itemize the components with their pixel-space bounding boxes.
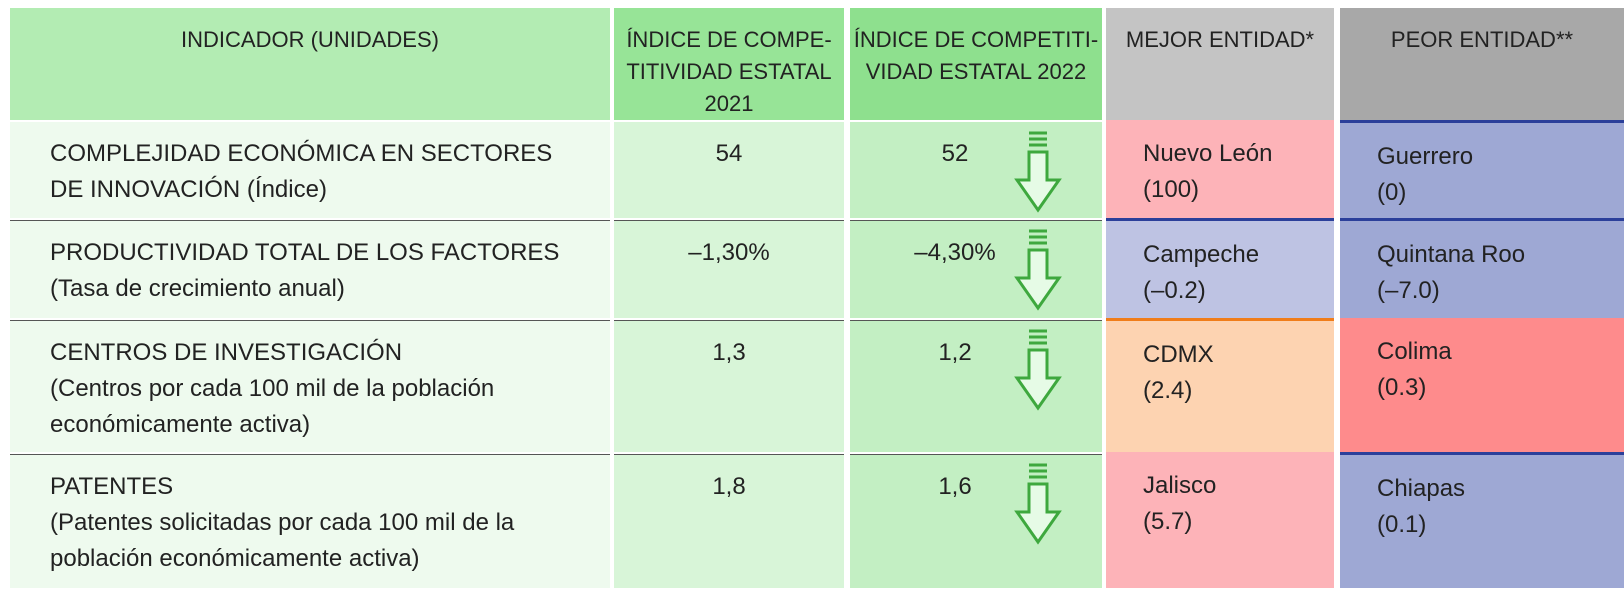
header-cell: INDICADOR (UNIDADES) [10,8,610,120]
header-cell: ÍNDICE DE COMPETITI- VIDAD ESTATAL 2022 [850,8,1102,120]
worst-name: Quintana Roo [1377,241,1526,268]
value-cell: 1,6 [850,454,1102,588]
value-2021: 1,8 [712,473,746,500]
header-text: 2021 [704,91,754,116]
down-arrow [1014,329,1062,411]
indicator-text: PRODUCTIVIDAD TOTAL DE LOS FACTORES [50,239,560,266]
value-cell: 54 [614,122,844,218]
worst-value: (0) [1377,179,1407,206]
indicator-cell: PRODUCTIVIDAD TOTAL DE LOS FACTORES (Tasa… [10,220,610,318]
value-cell: –1,30% [614,220,844,318]
header-text: ÍNDICE DE COMPE- [626,27,832,52]
worst-cell: Quintana Roo (–7.0) [1340,218,1624,318]
header-text: PEOR ENTIDAD** [1390,27,1574,52]
indicator-text: (Tasa de crecimiento anual) [50,275,345,302]
worst-name: Colima [1377,338,1452,365]
value-2022: 1,6 [938,473,972,500]
value-cell: 1,8 [614,454,844,588]
header-cell: PEOR ENTIDAD** [1340,8,1624,120]
best-value: (–0.2) [1143,277,1206,304]
worst-value: (0.1) [1377,511,1427,538]
header-cell: MEJOR ENTIDAD* [1106,8,1334,120]
worst-value: (–7.0) [1377,277,1440,304]
header-text: TITIVIDAD ESTATAL [626,59,832,84]
worst-cell: Colima (0.3) [1340,318,1624,452]
down-arrow [1014,463,1062,545]
down-arrow [1014,229,1062,311]
value-2022: 1,2 [938,339,972,366]
down-arrow [1014,131,1062,213]
header-cell: ÍNDICE DE COMPE- TITIVIDAD ESTATAL 2021 [614,8,844,120]
worst-cell: Guerrero (0) [1340,120,1624,218]
indicator-text: económicamente activa) [50,411,311,438]
best-cell: Nuevo León (100) [1106,120,1334,218]
indicator-cell: COMPLEJIDAD ECONÓMICA EN SECTORES DE INNO… [10,122,610,218]
indicator-text: (Centros por cada 100 mil de la població… [50,375,495,402]
best-value: (2.4) [1143,377,1193,404]
header-text: MEJOR ENTIDAD* [1125,27,1315,52]
indicator-text: COMPLEJIDAD ECONÓMICA EN SECTORES [50,140,553,167]
best-name: Campeche [1143,241,1260,268]
indicator-text: PATENTES [50,473,174,500]
indicator-text: población económicamente activa) [50,545,420,572]
best-value: (5.7) [1143,508,1193,535]
header-text: VIDAD ESTATAL 2022 [865,59,1087,84]
worst-value: (0.3) [1377,374,1427,401]
header-text: INDICADOR (UNIDADES) [181,27,439,52]
value-cell: –4,30% [850,220,1102,318]
value-2022: 52 [941,140,969,167]
value-2021: 1,3 [712,339,746,366]
header-text: ÍNDICE DE COMPETITI- [853,27,1099,52]
value-cell: 1,3 [614,320,844,452]
value-cell: 52 [850,122,1102,218]
indicator-text: CENTROS DE INVESTIGACIÓN [50,339,403,366]
indicator-text: DE INNOVACIÓN (Índice) [50,176,327,203]
best-name: CDMX [1143,341,1214,368]
indicator-text: (Patentes solicitadas por cada 100 mil d… [50,509,515,536]
best-name: Jalisco [1143,472,1217,499]
value-2022: –4,30% [914,239,996,266]
worst-cell: Chiapas (0.1) [1340,452,1624,588]
value-2021: –1,30% [688,239,770,266]
best-cell: CDMX (2.4) [1106,318,1334,452]
value-2021: 54 [715,140,743,167]
best-name: Nuevo León [1143,140,1273,167]
indicator-cell: PATENTES (Patentes solicitadas por cada 1… [10,454,610,588]
worst-name: Guerrero [1377,143,1474,170]
best-value: (100) [1143,176,1200,203]
worst-name: Chiapas [1377,475,1466,502]
indicator-cell: CENTROS DE INVESTIGACIÓN (Centros por cad… [10,320,610,452]
value-cell: 1,2 [850,320,1102,452]
best-cell: Jalisco (5.7) [1106,452,1334,588]
best-cell: Campeche (–0.2) [1106,218,1334,318]
